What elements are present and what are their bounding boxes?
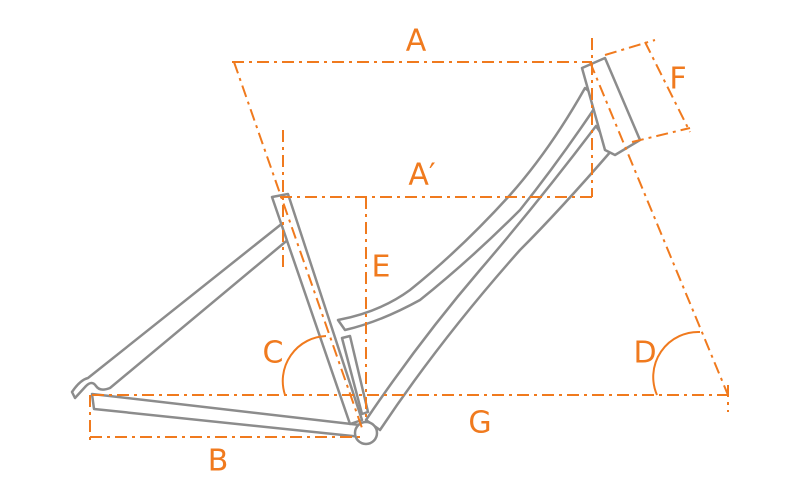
head-tube (580, 56, 642, 157)
label-d: D (633, 336, 656, 371)
bike-frame (70, 56, 642, 446)
label-b: B (208, 444, 229, 479)
dim-f-top (604, 39, 656, 56)
label-a: A (406, 24, 427, 59)
dimension-lines (89, 38, 729, 442)
steering-axis (589, 61, 729, 396)
chain-stay (90, 392, 364, 439)
label-e: E (372, 250, 391, 285)
seat-stay (70, 220, 292, 400)
bottom-bracket (353, 420, 379, 446)
label-c: C (263, 336, 284, 371)
label-f: F (669, 62, 686, 97)
angle-d-arc (652, 330, 701, 396)
label-g: G (468, 406, 491, 441)
dim-f (644, 41, 691, 133)
top-tube (336, 86, 602, 332)
label-a-prime: A′ (408, 158, 436, 193)
seat-tube (270, 192, 364, 426)
seat-tube-axis (233, 61, 363, 429)
angle-c-arc (281, 335, 327, 396)
down-tube (364, 124, 614, 432)
dim-f-bottom (631, 127, 691, 143)
